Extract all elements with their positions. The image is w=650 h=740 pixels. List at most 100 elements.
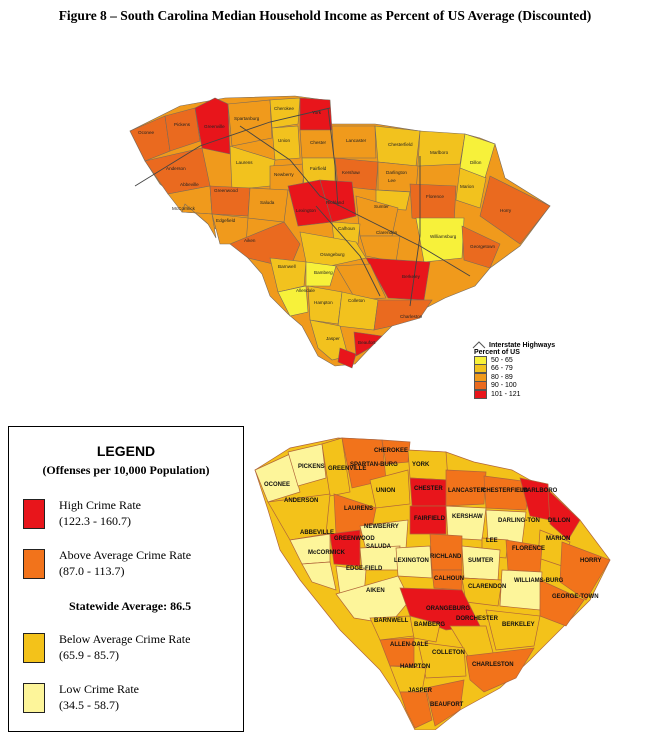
c2-label-florence: FLORENCE (512, 546, 545, 552)
c2-label-allendale: ALLEN-DALE (390, 642, 428, 648)
legend-label-below: Below Average Crime Rate (59, 632, 191, 646)
c2-union (369, 469, 411, 509)
income-legend-label: 66 - 79 (491, 365, 513, 373)
label-greenville: Greenville (204, 124, 225, 129)
legend-entry-low: Low Crime Rate (34.5 - 58.7) (23, 682, 139, 713)
c2-label-lancaster: LANCASTER (448, 488, 486, 494)
legend-range-high: (122.3 - 160.7) (59, 514, 131, 528)
label-calhoun: Calhoun (338, 226, 356, 231)
c2-label-mccormick: McCORMICK (308, 550, 346, 556)
c2-label-union: UNION (376, 488, 395, 494)
crime-map: CHEROKEE YORK PICKENS SPARTAN-BURG OCONE… (254, 437, 611, 730)
c2-cherokee (381, 439, 411, 465)
c2-label-spartanburg: SPARTAN-BURG (350, 462, 398, 468)
c2-greenville (321, 437, 351, 497)
income-legend-label: 90 - 100 (491, 382, 517, 390)
label-dillon: Dillon (470, 160, 482, 165)
label-kershaw: Kershaw (342, 170, 361, 175)
c2-label-darlington: DARLING-TON (498, 518, 540, 524)
label-cherokee: Cherokee (274, 106, 294, 111)
legend-range-low: (34.5 - 58.7) (59, 698, 119, 712)
label-charleston: Charleston (400, 314, 423, 319)
county-pickens (164, 107, 201, 152)
income-legend-label: 80 - 89 (491, 373, 513, 381)
label-lexington: Lexington (296, 208, 316, 213)
c2-label-dorchester: DORCHESTER (456, 616, 499, 622)
c2-label-bamberg: BAMBERG (414, 622, 445, 628)
c2-label-lexington: LEXINGTON (394, 558, 429, 564)
label-lee: Lee (388, 178, 396, 183)
income-legend-rows: 50 - 65 66 - 79 80 - 89 90 - 100 101 - 121 (472, 355, 582, 399)
income-legend-label: 101 - 121 (491, 390, 521, 398)
c2-label-georgetown: GEORGE-TOWN (552, 594, 599, 600)
label-anderson: Anderson (166, 166, 186, 171)
c2-williamsburg (499, 569, 543, 611)
c2-anderson (267, 493, 331, 541)
label-newberry: Newberry (274, 172, 294, 177)
income-legend-row: 66 - 79 (474, 364, 582, 374)
label-darlington: Darlington (386, 170, 407, 175)
legend-swatch-low (23, 683, 45, 713)
label-williamsburg: Williamsburg (430, 234, 457, 239)
county-cherokee (269, 97, 301, 129)
county-mccormick (181, 203, 217, 239)
c2-label-pickens: PICKENS (298, 464, 325, 470)
county-charleston (373, 299, 433, 331)
income-legend-row: 50 - 65 (474, 355, 582, 365)
county-marlboro (417, 130, 466, 167)
c2-oconee (254, 453, 301, 503)
c2-label-jasper: JASPER (408, 688, 433, 694)
county-union (271, 125, 301, 161)
county-marion (455, 167, 487, 209)
legend-entry-high: High Crime Rate (122.3 - 160.7) (23, 498, 141, 529)
label-laurens: Laurens (236, 160, 253, 165)
c2-label-richland: RICHLAND (430, 554, 462, 560)
c2-aiken (335, 575, 411, 625)
label-marlboro: Marlboro (430, 150, 449, 155)
highway-legend: Interstate Highways (472, 341, 582, 349)
c2-label-edgefield: EDGE-FIELD (346, 566, 383, 572)
county-spartanburg (227, 99, 273, 147)
c2-fairfield (409, 505, 447, 535)
label-greenwood: Greenwood (214, 188, 238, 193)
label-york: York (312, 110, 322, 115)
label-union: Union (278, 138, 290, 143)
c2-label-chesterfield: CHESTERFIELD (482, 488, 529, 494)
c2-label-chester: CHESTER (414, 486, 443, 492)
c2-label-horry: HORRY (580, 558, 601, 564)
crime-legend: LEGEND (Offenses per 10,000 Population) … (8, 426, 244, 732)
label-chesterfield: Chesterfield (388, 142, 413, 147)
county-williamsburg (415, 217, 465, 263)
label-oconee: Oconee (138, 130, 155, 135)
c2-lancaster (445, 469, 487, 507)
label-marion: Marion (460, 184, 474, 189)
c2-label-dillon: DILLON (548, 518, 570, 524)
c2-kershaw (445, 505, 487, 541)
legend-label-above: Above Average Crime Rate (59, 548, 192, 562)
legend-swatch-below (23, 633, 45, 663)
income-legend-row: 101 - 121 (474, 389, 582, 399)
income-map: Oconee Pickens Greenville Spartanburg Ch… (129, 95, 551, 369)
label-sumter: Sumter (374, 204, 389, 209)
c2-label-clarendon: CLARENDON (468, 584, 506, 590)
label-georgetown: Georgetown (470, 244, 495, 249)
c2-label-york: YORK (412, 462, 430, 468)
county-greenville (194, 97, 231, 155)
income-legend-label: 50 - 65 (491, 356, 513, 364)
c2-label-berkeley: BERKELEY (502, 622, 535, 628)
statewide-average: Statewide Average: 86.5 (69, 599, 192, 613)
c2-beaufort (425, 679, 465, 727)
county-allendale (277, 285, 309, 317)
county-barnwell (269, 257, 307, 293)
c2-label-cherokee: CHEROKEE (374, 448, 408, 454)
legend-label-high: High Crime Rate (59, 498, 141, 512)
income-legend-row: 80 - 89 (474, 372, 582, 382)
highway-line-icon (472, 341, 486, 349)
income-legend-swatch (474, 389, 487, 399)
c2-label-anderson: ANDERSON (284, 498, 318, 504)
c2-label-abbeville: ABBEVILLE (300, 530, 334, 536)
c2-label-lee: LEE (486, 538, 498, 544)
label-aiken: Aiken (244, 238, 256, 243)
legend-subtitle: (Offenses per 10,000 Population) (42, 463, 210, 477)
c2-label-beaufort: BEAUFORT (430, 702, 464, 708)
